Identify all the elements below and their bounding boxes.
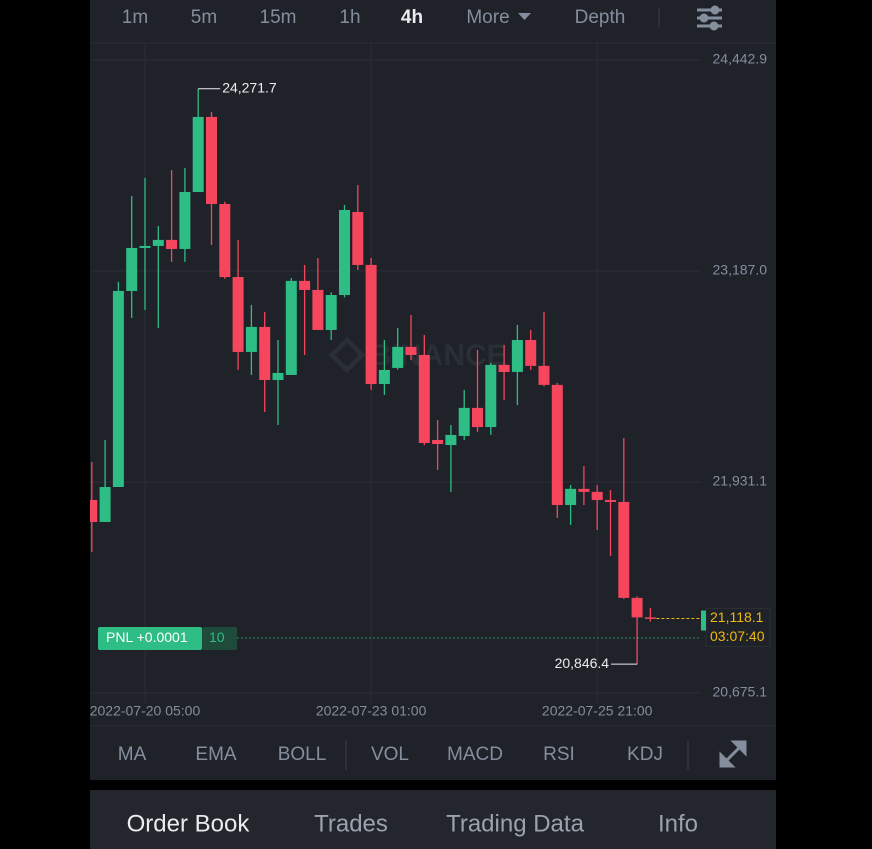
bottom-panel <box>90 790 776 849</box>
y-tick-label: 20,675.1 <box>713 684 768 700</box>
bottom-tab[interactable]: Trading Data <box>446 810 585 837</box>
candle-body <box>631 597 643 618</box>
candle-body <box>605 499 616 502</box>
candle-body <box>578 488 590 492</box>
candle-body <box>498 364 510 372</box>
x-tick-label: 2022-07-20 05:00 <box>90 703 201 719</box>
y-tick-label: 24,442.9 <box>713 51 768 67</box>
candle-body <box>365 264 377 385</box>
candle-body <box>472 407 483 428</box>
qty-box <box>202 627 237 650</box>
candle-body <box>352 212 364 265</box>
indicator-tab[interactable]: KDJ <box>627 744 663 765</box>
bottom-tabs: Order Book Trades Trading Data Info <box>127 810 698 837</box>
indicator-tab[interactable]: BOLL <box>278 744 327 765</box>
timeframe-tab[interactable]: 5m <box>191 7 217 28</box>
candle-body <box>644 617 656 619</box>
overlay: 24,442.9 23,187.0 21,931.1 20,675.1 2022-07-… <box>90 51 771 719</box>
candle-body <box>432 439 444 445</box>
pnl-box <box>98 627 202 650</box>
candle-body <box>392 346 404 368</box>
candle-body <box>378 369 390 385</box>
candle-body <box>299 280 311 290</box>
indicator-tab[interactable]: VOL <box>371 744 409 765</box>
timeframe-tab[interactable]: 1h <box>339 7 360 28</box>
indicator-bar: MA EMA BOLL VOL MACD RSI KDJ <box>118 740 747 770</box>
candle-body <box>485 364 497 428</box>
plot-area <box>90 43 700 703</box>
candle-body <box>285 280 297 375</box>
bottom-tab[interactable]: Trades <box>314 810 388 837</box>
candle-body <box>405 346 417 355</box>
dropdown-arrow <box>518 13 531 20</box>
expand-icon[interactable] <box>719 740 747 768</box>
candle-body <box>312 289 324 330</box>
candle-body <box>166 239 178 249</box>
candle-body <box>90 499 98 522</box>
candle-body <box>206 116 217 204</box>
candle-body <box>418 354 430 444</box>
candle-body <box>99 487 111 522</box>
candle-body <box>139 245 151 248</box>
depth-tab[interactable]: Depth <box>575 7 626 28</box>
candle-body <box>219 203 231 278</box>
candle-body <box>245 326 257 352</box>
candle-body <box>152 239 164 246</box>
candle-body <box>618 501 630 598</box>
candle-body <box>192 116 204 193</box>
y-tick-label: 23,187.0 <box>713 262 768 278</box>
candle-body <box>458 407 470 436</box>
indicator-tab[interactable]: RSI <box>543 744 575 765</box>
candle-body <box>272 372 284 381</box>
bottom-tab-active[interactable]: Order Book <box>127 810 251 837</box>
candle-body <box>325 295 337 330</box>
candle-body <box>525 340 537 366</box>
candle-body <box>112 290 124 488</box>
timeframe-tab[interactable]: 1m <box>122 7 148 28</box>
indicator-tab[interactable]: EMA <box>195 744 237 765</box>
y-tick-label: 21,931.1 <box>713 473 768 489</box>
settings-icon[interactable] <box>697 5 722 31</box>
candle-body <box>259 326 271 381</box>
more-tab[interactable]: More <box>466 7 509 28</box>
candle-body <box>179 192 191 249</box>
price-box-marker <box>701 610 706 631</box>
candle-body <box>445 434 457 446</box>
low-label: 20,846.4 <box>555 655 610 671</box>
x-tick-label: 2022-07-25 21:00 <box>542 703 653 719</box>
candle-body <box>565 488 577 505</box>
candle-body <box>511 340 523 372</box>
countdown-label: 03:07:40 <box>710 628 765 644</box>
x-tick-label: 2022-07-23 01:00 <box>316 703 427 719</box>
candle-body <box>591 491 603 500</box>
timeframe-tab-active[interactable]: 4h <box>401 7 423 28</box>
candle-body <box>126 247 138 291</box>
price-box <box>705 608 771 648</box>
candle-body <box>538 365 550 385</box>
qty-label: 10 <box>209 629 225 645</box>
candle-body <box>339 209 350 296</box>
indicator-tab[interactable]: MA <box>118 744 147 765</box>
timeframe-bar: 1m 5m 15m 1h 4h More Depth <box>122 5 722 31</box>
candle-body <box>551 384 563 505</box>
candle-body <box>232 277 244 352</box>
high-label: 24,271.7 <box>222 79 277 95</box>
pnl-label: PNL +0.0001 <box>106 629 188 645</box>
last-price-label: 21,118.1 <box>710 609 764 625</box>
indicator-tab[interactable]: MACD <box>447 744 503 765</box>
bottom-tab[interactable]: Info <box>658 810 698 837</box>
timeframe-tab[interactable]: 15m <box>260 7 297 28</box>
